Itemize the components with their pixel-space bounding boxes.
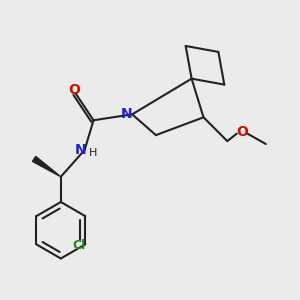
Text: O: O bbox=[68, 83, 80, 97]
Text: H: H bbox=[89, 148, 97, 158]
Text: N: N bbox=[121, 107, 133, 121]
Polygon shape bbox=[32, 156, 61, 177]
Text: O: O bbox=[236, 125, 248, 139]
Text: Cl: Cl bbox=[72, 239, 86, 252]
Text: N: N bbox=[75, 143, 87, 157]
